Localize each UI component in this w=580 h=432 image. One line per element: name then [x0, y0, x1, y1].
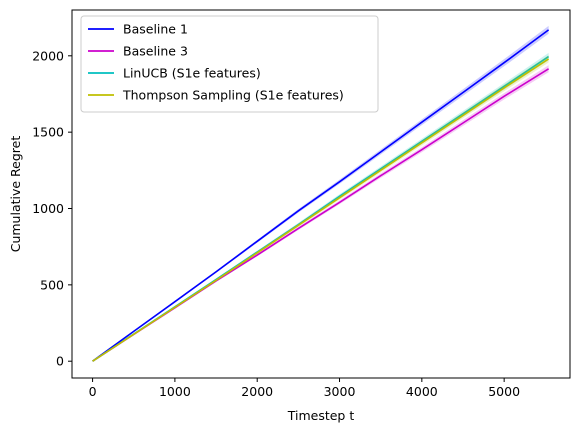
legend: Baseline 1 Baseline 3 LinUCB (S1e features…	[80, 15, 379, 113]
legend-label-1: Baseline 1	[123, 22, 188, 37]
x-tick-label: 0	[89, 384, 97, 399]
x-axis: 0 1000 2000 3000 4000 5000	[89, 378, 520, 399]
y-tick-label: 1000	[32, 201, 64, 216]
x-tick-label: 1000	[159, 384, 191, 399]
x-tick-label: 3000	[324, 384, 356, 399]
x-tick-label: 2000	[241, 384, 273, 399]
y-tick-label: 0	[56, 354, 64, 369]
x-axis-label: Timestep t	[287, 408, 355, 423]
plot-frame	[71, 9, 571, 379]
legend-label-4: Thompson Sampling (S1e features)	[122, 88, 344, 103]
y-axis-label: Cumulative Regret	[8, 136, 23, 253]
legend-label-3: LinUCB (S1e features)	[123, 66, 261, 81]
legend-box	[80, 15, 379, 113]
y-tick-label: 500	[40, 277, 64, 292]
series-line-1	[92, 29, 550, 362]
x-tick-label: 5000	[488, 384, 520, 399]
y-axis: 0 500 1000 1500 2000	[32, 48, 72, 369]
series-line-4	[92, 58, 550, 362]
series-band-1	[92, 25, 549, 362]
series-layer	[92, 25, 550, 362]
y-tick-label: 1500	[32, 125, 64, 140]
legend-label-2: Baseline 3	[123, 44, 188, 59]
series-band-4	[92, 55, 549, 362]
y-tick-label: 2000	[32, 48, 64, 63]
x-tick-label: 4000	[406, 384, 438, 399]
